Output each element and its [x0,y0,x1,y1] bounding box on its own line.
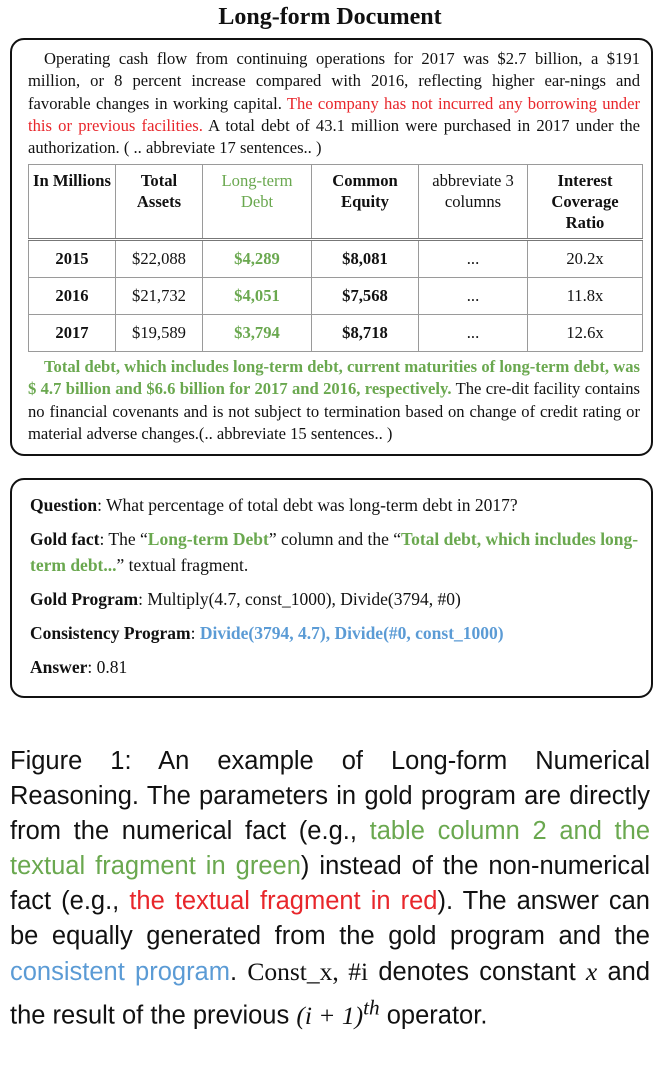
caption-math-th: th [363,995,380,1019]
table-row: 2017 $19,589 $3,794 $8,718 ... 12.6x [28,314,643,352]
gold-fact-text-b: ” column and the “ [268,529,401,549]
gold-fact-text-c: ” textual fragment. [116,555,249,575]
answer-line: Answer: 0.81 [30,654,642,680]
cell-long-term-debt: $4,051 [202,277,312,315]
gold-fact-line: Gold fact: The “Long-term Debt” column a… [30,526,642,578]
question-line: Question: What percentage of total debt … [30,492,642,518]
gold-fact-label: Gold fact [30,529,100,549]
cell-long-term-debt: $3,794 [202,314,312,352]
para2-tail: The cre-dit facility contains no financi… [28,379,640,443]
consistency-sep: : [190,623,200,643]
cell-common-equity: $8,081 [311,239,419,278]
answer-label: Answer [30,657,88,677]
qa-box: Question: What percentage of total debt … [10,478,653,698]
question-text: : What percentage of total debt was long… [97,495,518,515]
financial-table: In Millions Total Assets Long-term Debt … [28,164,643,352]
cell-coverage-ratio: 11.8x [527,277,643,315]
gold-program-label: Gold Program [30,589,139,609]
caption-text-b: ) instead of the non-numerical fact (e.g… [10,852,650,915]
consistency-program-line: Consistency Program: Divide(3794, 4.7), … [30,620,642,646]
cell-common-equity: $7,568 [311,277,419,315]
document-title: Long-form Document [218,4,442,30]
long-form-document-box: Operating cash flow from continuing oper… [10,38,653,456]
cell-total-assets: $19,589 [115,314,203,352]
cell-year: 2016 [28,277,116,315]
gold-program-text: : Multiply(4.7, const_1000), Divide(3794… [138,589,461,609]
caption-math-x: x [585,957,598,986]
table-row: 2016 $21,732 $4,051 $7,568 ... 11.8x [28,277,643,315]
table-header-row: In Millions Total Assets Long-term Debt … [28,164,643,240]
non-numerical-fact-red: The company has not incurred any borrowi… [28,93,640,135]
header-in-millions: In Millions [28,164,116,240]
caption-green-text: table column 2 and the textual fragment … [10,817,650,880]
caption-text-e3: operator. [386,1001,488,1030]
caption-text-c: ). The answer can be equally generated f… [10,887,650,950]
cell-year: 2015 [28,239,116,278]
caption-math-i: (i + 1) [296,1000,364,1030]
para1-tail: A total debt of 43.1 million were purcha… [28,115,640,158]
header-abbreviate: abbreviate 3 columns [418,164,528,240]
caption-text-a: Figure 1: An example of Long-form Numeri… [10,747,650,845]
cell-abbreviated: ... [418,314,528,352]
caption-const-notation: Const_x, #i [247,957,369,986]
header-interest-coverage: Interest Coverage Ratio [527,164,643,240]
cell-coverage-ratio: 20.2x [527,239,643,278]
figure-caption: Figure 1: An example of Long-form Numeri… [10,744,650,1034]
cell-common-equity: $8,718 [311,314,419,352]
cell-long-term-debt: $4,289 [202,239,312,278]
header-total-assets: Total Assets [115,164,203,240]
para1-text: Operating cash flow from continuing oper… [28,49,640,113]
gold-fact-fragment: Total debt, which includes long-term deb… [30,529,639,575]
cell-year: 2017 [28,314,116,352]
gold-program-line: Gold Program: Multiply(4.7, const_1000),… [30,586,642,612]
cell-abbreviated: ... [418,277,528,315]
document-paragraph-1: Operating cash flow from continuing oper… [28,48,640,159]
header-long-term-debt: Long-term Debt [202,164,312,240]
answer-text: : 0.81 [87,657,128,677]
cell-total-assets: $21,732 [115,277,203,315]
caption-text-d: . [230,958,238,986]
question-label: Question [30,495,98,515]
gold-fact-column: Long-term Debt [147,529,269,549]
table-row: 2015 $22,088 $4,289 $8,081 ... 20.2x [28,239,643,278]
numerical-fact-green: Total debt, which includes long-term deb… [28,357,640,399]
consistency-program-label: Consistency Program [30,623,191,643]
consistency-program-text: Divide(3794, 4.7), Divide(#0, const_1000… [199,623,504,643]
caption-text-e2: and the result of the previous [10,958,651,1030]
caption-blue-text: consistent program [10,958,230,986]
caption-text-e1: denotes constant [378,958,576,986]
cell-total-assets: $22,088 [115,239,203,278]
cell-coverage-ratio: 12.6x [527,314,643,352]
header-common-equity: Common Equity [311,164,419,240]
document-paragraph-2: Total debt, which includes long-term deb… [28,356,640,445]
gold-fact-text-a: : The “ [99,529,148,549]
caption-red-text: the textual fragment in red [129,887,438,915]
cell-abbreviated: ... [418,239,528,278]
